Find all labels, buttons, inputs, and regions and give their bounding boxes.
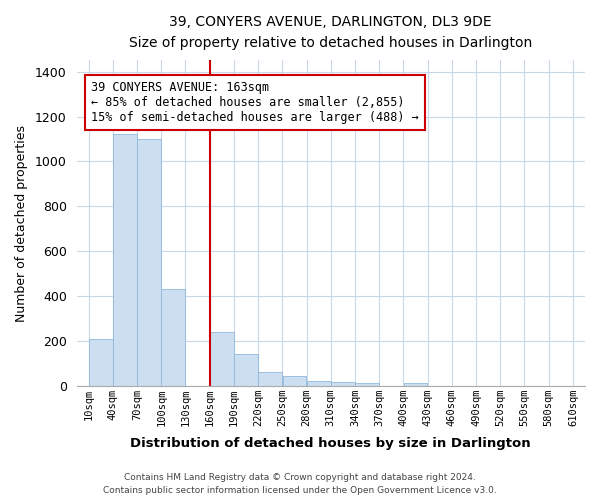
Bar xyxy=(307,381,331,386)
Bar xyxy=(89,338,113,386)
Text: 39 CONYERS AVENUE: 163sqm
← 85% of detached houses are smaller (2,855)
15% of se: 39 CONYERS AVENUE: 163sqm ← 85% of detac… xyxy=(91,80,419,124)
Bar xyxy=(259,372,282,386)
Bar xyxy=(113,134,137,386)
Title: 39, CONYERS AVENUE, DARLINGTON, DL3 9DE
Size of property relative to detached ho: 39, CONYERS AVENUE, DARLINGTON, DL3 9DE … xyxy=(129,15,532,50)
Bar xyxy=(137,139,161,386)
Bar xyxy=(404,384,427,386)
Bar xyxy=(331,382,355,386)
Text: Contains HM Land Registry data © Crown copyright and database right 2024.
Contai: Contains HM Land Registry data © Crown c… xyxy=(103,474,497,495)
X-axis label: Distribution of detached houses by size in Darlington: Distribution of detached houses by size … xyxy=(130,437,531,450)
Y-axis label: Number of detached properties: Number of detached properties xyxy=(15,124,28,322)
Bar xyxy=(210,332,234,386)
Bar xyxy=(234,354,258,386)
Bar xyxy=(161,289,185,386)
Bar xyxy=(283,376,307,386)
Bar xyxy=(355,384,379,386)
